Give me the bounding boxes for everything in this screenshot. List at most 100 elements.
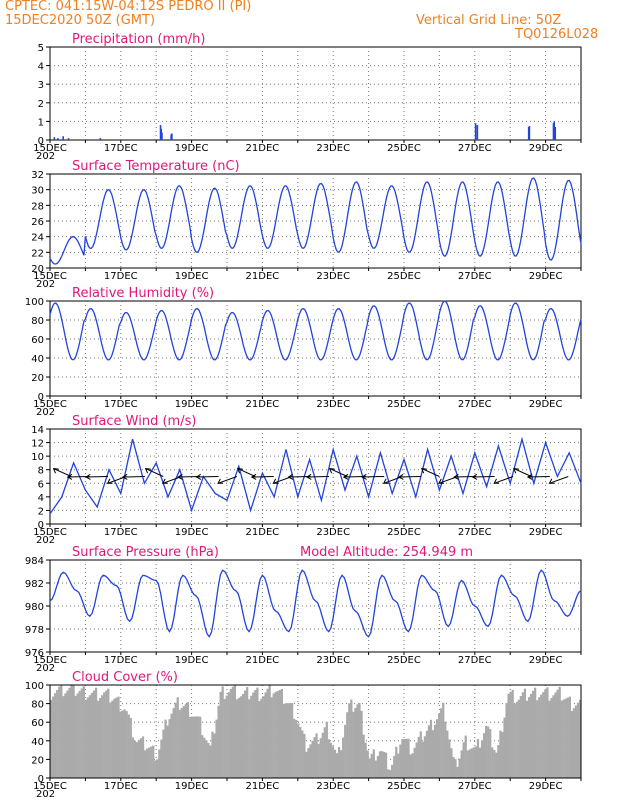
- cloud-bar: [438, 713, 441, 778]
- cloud-bar: [444, 721, 447, 778]
- panel-title: Surface Temperature (nC): [72, 159, 240, 174]
- y-tick-label: 4: [38, 493, 44, 504]
- cloud-bar: [487, 726, 490, 778]
- x-tick-label: 25DEC: [387, 527, 421, 538]
- cloud-bar: [456, 766, 459, 778]
- x-year-label: 202: [36, 535, 55, 546]
- y-tick-label: 10: [31, 452, 44, 463]
- y-tick-label: 976: [25, 648, 44, 659]
- cloud-bar: [133, 740, 136, 778]
- cloud-bar: [113, 698, 116, 778]
- wind-vector: [362, 476, 385, 478]
- pressure-line: [49, 569, 582, 638]
- cloud-bar: [197, 716, 200, 778]
- cloud-bar: [350, 699, 353, 778]
- y-tick-label: 978: [25, 625, 44, 636]
- x-tick-label: 27DEC: [458, 399, 492, 410]
- y-tick-label: 4: [38, 62, 44, 73]
- cloud-bar: [374, 760, 377, 778]
- cloud-bar: [86, 697, 90, 778]
- cloud-bar: [109, 702, 112, 778]
- cloud-bar: [574, 705, 578, 778]
- cloud-bar: [380, 751, 384, 778]
- cloud-bar: [403, 738, 406, 778]
- x-tick-label: 15DEC: [33, 655, 67, 666]
- cloud-bar: [540, 694, 543, 778]
- cloud-bar: [507, 693, 510, 778]
- cloud-bar: [427, 725, 431, 778]
- cloud-bar: [442, 702, 445, 778]
- cloud-bar: [219, 691, 222, 778]
- cloud-bar: [513, 703, 516, 778]
- wind-vector: [494, 476, 514, 484]
- cloud-bar: [497, 744, 500, 778]
- cloud-bar: [107, 688, 110, 778]
- cloud-bar: [135, 742, 139, 778]
- cloud-bar: [127, 714, 130, 778]
- cloud-bar: [495, 752, 498, 778]
- x-tick-label: 21DEC: [246, 399, 280, 410]
- y-tick-label: 40: [31, 354, 44, 365]
- cloud-bar: [452, 757, 455, 778]
- cloud-bar: [225, 695, 228, 778]
- cloud-bar: [360, 710, 363, 778]
- cloud-bar: [307, 748, 310, 778]
- cloud-bar: [560, 700, 563, 778]
- x-tick-label: 19DEC: [175, 527, 209, 538]
- cloud-bar: [272, 693, 275, 778]
- cloud-bar: [476, 739, 480, 778]
- cloud-bar: [419, 731, 422, 778]
- cloud-bar: [92, 690, 96, 778]
- cloud-bar: [448, 739, 451, 778]
- cloud-bar: [264, 692, 267, 778]
- wind-vector: [527, 476, 550, 478]
- cloud-bar: [158, 749, 161, 778]
- cloud-bar: [295, 720, 298, 778]
- cloud-bar: [241, 694, 245, 778]
- cloud-bar: [505, 703, 508, 778]
- panel-1: 20 22 24 26 28 30 32 15DEC 17DEC 19DEC 21DEC 23DEC 2…: [31, 159, 582, 290]
- panel-0: 0 1 2 3 4 5 15DEC 17DEC 19DEC 21DEC 23DEC 25DEC 27DE…: [33, 32, 582, 162]
- cloud-bar: [199, 716, 202, 778]
- cloud-bar: [401, 739, 404, 778]
- cloud-bar: [235, 699, 239, 778]
- cloud-bar: [154, 760, 157, 778]
- cloud-bar: [519, 696, 522, 778]
- cloud-bar: [50, 699, 53, 778]
- x-year-label: 202: [36, 407, 55, 418]
- cloud-bar: [148, 747, 151, 778]
- cloud-bar: [74, 695, 77, 778]
- cloud-bar: [70, 685, 73, 778]
- panel-frame: [49, 684, 582, 779]
- wind-vector: [398, 476, 422, 478]
- cloud-bar: [342, 737, 345, 778]
- y-tick-label: 24: [31, 233, 44, 244]
- cloud-bar: [119, 711, 122, 778]
- x-tick-label: 23DEC: [316, 399, 350, 410]
- x-tick-label: 19DEC: [175, 781, 209, 792]
- wind-arrowhead: [526, 473, 533, 480]
- wind-vector: [513, 468, 532, 477]
- panel-title: Cloud Cover (%): [72, 670, 178, 685]
- wind-vector: [196, 476, 219, 478]
- cloud-bar: [503, 717, 506, 778]
- cloud-bar: [566, 697, 569, 778]
- cloud-bar: [372, 749, 375, 778]
- cloud-bar: [389, 770, 392, 778]
- precip-bar: [476, 125, 479, 140]
- wind-arrowhead: [361, 473, 367, 480]
- cloud-bar: [315, 733, 318, 778]
- y-tick-label: 60: [31, 335, 44, 346]
- cloud-bar: [562, 699, 565, 778]
- y-tick-label: 20: [31, 755, 44, 766]
- cloud-bar: [525, 700, 529, 778]
- wind-vector: [86, 476, 109, 478]
- cloud-bar: [276, 691, 279, 778]
- cloud-bar: [386, 769, 390, 778]
- cloud-bar: [288, 703, 292, 778]
- cloud-bar: [446, 730, 449, 778]
- cloud-bar: [368, 758, 371, 778]
- cloud-bar: [423, 736, 426, 778]
- cloud-bar: [68, 687, 71, 778]
- y-tick-label: 0: [38, 392, 44, 403]
